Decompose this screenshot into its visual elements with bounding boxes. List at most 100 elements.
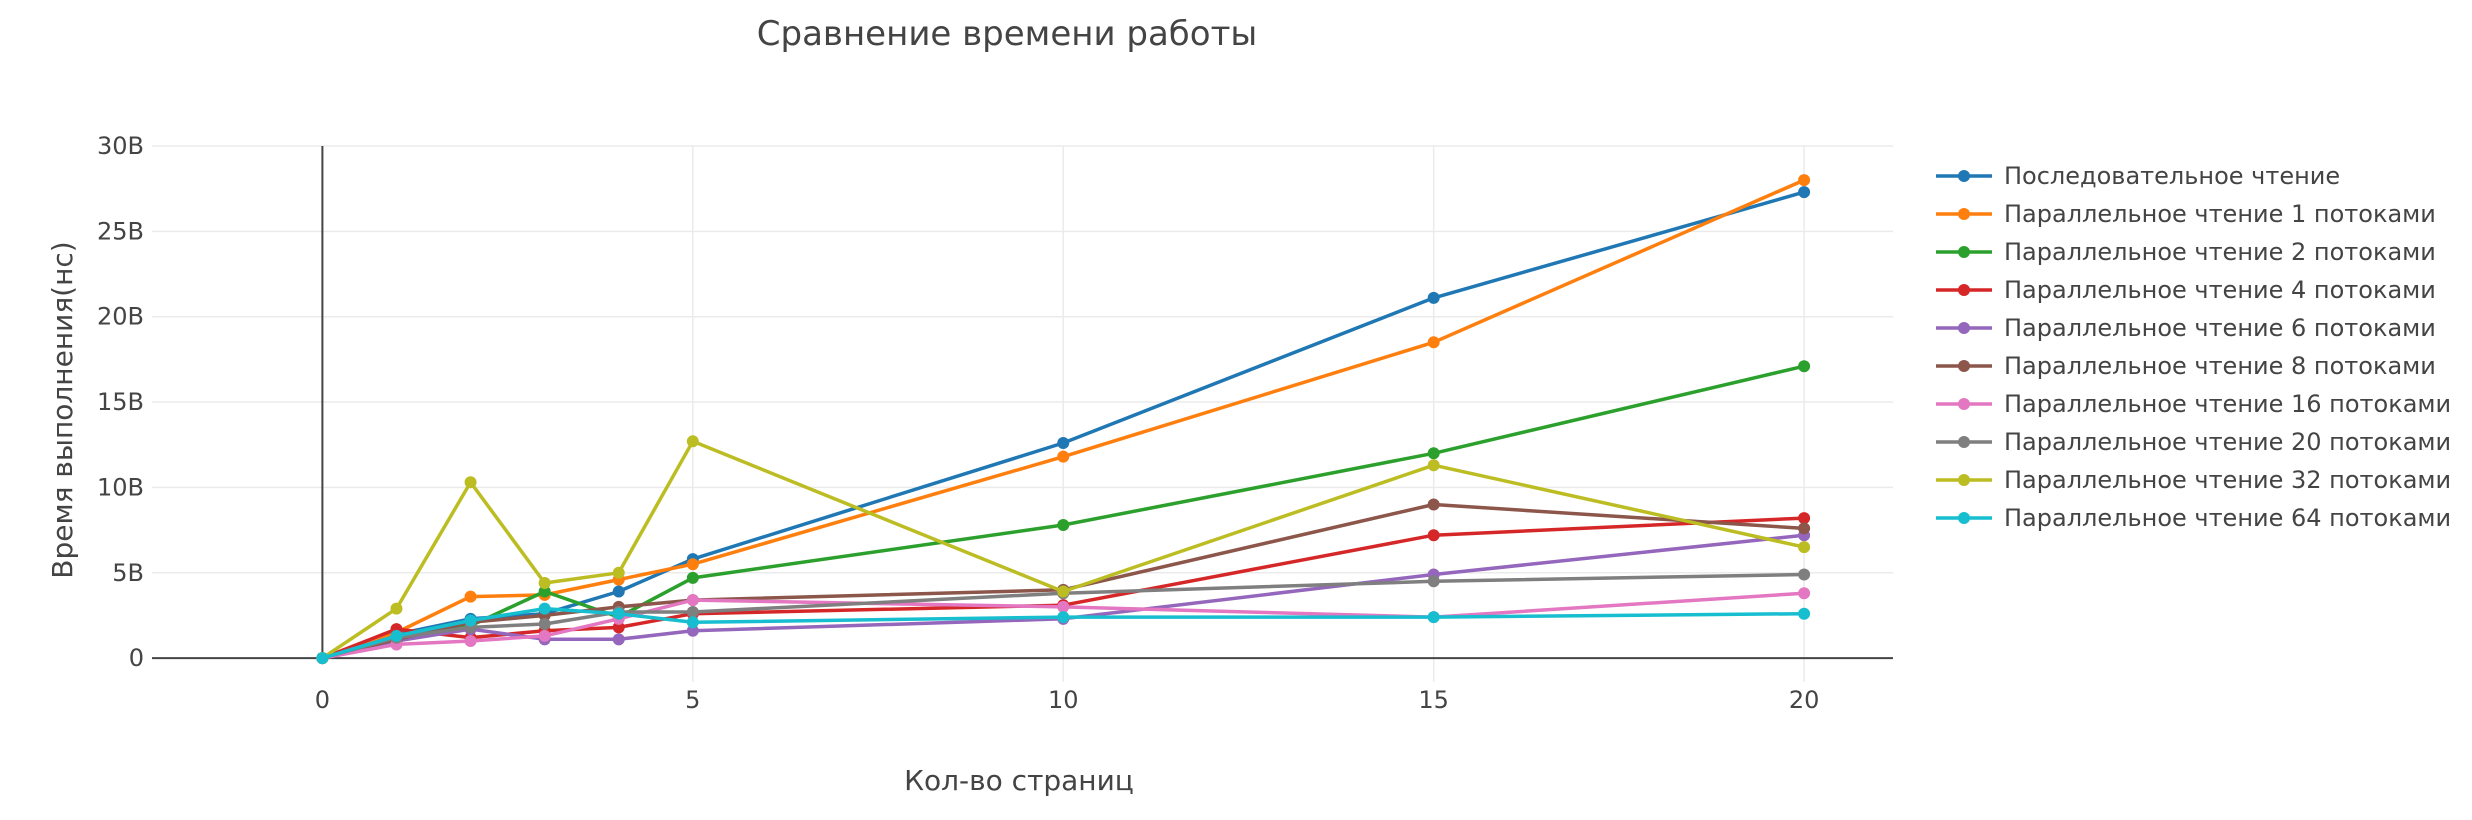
legend-swatch-marker bbox=[1958, 322, 1970, 334]
legend-swatch-marker bbox=[1958, 436, 1970, 448]
data-point[interactable] bbox=[316, 652, 329, 665]
data-point[interactable] bbox=[538, 585, 551, 598]
y-tick-label: 25B bbox=[97, 217, 144, 245]
legend-label: Параллельное чтение 4 потоками bbox=[2004, 276, 2436, 304]
legend-label: Параллельное чтение 1 потоками bbox=[2004, 200, 2436, 228]
data-point[interactable] bbox=[1798, 522, 1811, 535]
x-axis-title: Кол-во страниц bbox=[904, 764, 1134, 797]
legend-swatch-marker bbox=[1958, 398, 1970, 410]
grid bbox=[152, 145, 1893, 682]
data-point[interactable] bbox=[464, 635, 477, 648]
x-tick-label: 15 bbox=[1418, 686, 1449, 714]
y-tick-label: 10B bbox=[97, 473, 144, 501]
legend-label: Параллельное чтение 16 потоками bbox=[2004, 390, 2451, 418]
legend-item[interactable]: Последовательное чтение bbox=[1936, 162, 2340, 190]
series-10[interactable] bbox=[316, 602, 1811, 665]
data-point[interactable] bbox=[686, 606, 699, 619]
legend-item[interactable]: Параллельное чтение 16 потоками bbox=[1936, 390, 2451, 418]
data-point[interactable] bbox=[686, 594, 699, 607]
y-axis-title: Время выполнения(нс) bbox=[46, 241, 79, 578]
x-tick-label: 5 bbox=[685, 686, 700, 714]
data-point[interactable] bbox=[1057, 600, 1070, 613]
legend-swatch-marker bbox=[1958, 512, 1970, 524]
data-point[interactable] bbox=[390, 602, 403, 615]
legend-swatch-marker bbox=[1958, 208, 1970, 220]
data-point[interactable] bbox=[1798, 541, 1811, 554]
data-point[interactable] bbox=[538, 602, 551, 615]
data-point[interactable] bbox=[464, 614, 477, 627]
data-point[interactable] bbox=[1057, 518, 1070, 531]
legend-item[interactable]: Параллельное чтение 64 потоками bbox=[1936, 504, 2451, 532]
legend-label: Параллельное чтение 64 потоками bbox=[2004, 504, 2451, 532]
y-tick-label: 20B bbox=[97, 303, 144, 331]
legend-label: Параллельное чтение 8 потоками bbox=[2004, 352, 2436, 380]
data-point[interactable] bbox=[1427, 291, 1440, 304]
data-point[interactable] bbox=[1798, 360, 1811, 373]
data-point[interactable] bbox=[1427, 447, 1440, 460]
data-point[interactable] bbox=[1427, 498, 1440, 511]
legend-swatch-marker bbox=[1958, 246, 1970, 258]
data-point[interactable] bbox=[686, 435, 699, 448]
x-tick-label: 0 bbox=[315, 686, 330, 714]
data-point[interactable] bbox=[390, 629, 403, 642]
data-point[interactable] bbox=[1427, 459, 1440, 472]
data-point[interactable] bbox=[1427, 336, 1440, 349]
legend-label: Параллельное чтение 6 потоками bbox=[2004, 314, 2436, 342]
series-layer bbox=[316, 174, 1811, 665]
data-point[interactable] bbox=[1057, 585, 1070, 598]
data-point[interactable] bbox=[1057, 437, 1070, 450]
y-tick-label: 30B bbox=[97, 132, 144, 160]
y-tick-label: 5B bbox=[112, 559, 144, 587]
data-point[interactable] bbox=[1427, 575, 1440, 588]
legend-item[interactable]: Параллельное чтение 4 потоками bbox=[1936, 276, 2436, 304]
legend-swatch-marker bbox=[1958, 360, 1970, 372]
data-point[interactable] bbox=[612, 566, 625, 579]
data-point[interactable] bbox=[686, 616, 699, 629]
x-tick-label: 20 bbox=[1789, 686, 1820, 714]
tick-labels: 0 5 10 15 20 0 5B 10B 15B 20B 25B 30B bbox=[97, 132, 1819, 714]
y-tick-label: 15B bbox=[97, 388, 144, 416]
data-point[interactable] bbox=[464, 476, 477, 489]
data-point[interactable] bbox=[686, 558, 699, 571]
legend-item[interactable]: Параллельное чтение 2 потоками bbox=[1936, 238, 2436, 266]
data-point[interactable] bbox=[686, 624, 699, 637]
axes bbox=[152, 146, 1893, 660]
legend-swatch-marker bbox=[1958, 474, 1970, 486]
data-point[interactable] bbox=[1798, 186, 1811, 199]
data-point[interactable] bbox=[1798, 174, 1811, 187]
data-point[interactable] bbox=[612, 633, 625, 646]
legend-item[interactable]: Параллельное чтение 32 потоками bbox=[1936, 466, 2451, 494]
data-point[interactable] bbox=[612, 607, 625, 620]
data-point[interactable] bbox=[612, 621, 625, 634]
legend[interactable]: Последовательное чтение Параллельное чтен… bbox=[1936, 162, 2451, 532]
data-point[interactable] bbox=[686, 571, 699, 584]
legend-item[interactable]: Параллельное чтение 1 потоками bbox=[1936, 200, 2436, 228]
legend-swatch-marker bbox=[1958, 284, 1970, 296]
data-point[interactable] bbox=[1057, 450, 1070, 463]
legend-label: Последовательное чтение bbox=[2004, 162, 2340, 190]
data-point[interactable] bbox=[538, 629, 551, 642]
data-point[interactable] bbox=[1798, 587, 1811, 600]
y-tick-label: 0 bbox=[129, 644, 144, 672]
data-point[interactable] bbox=[538, 576, 551, 589]
legend-label: Параллельное чтение 2 потоками bbox=[2004, 238, 2436, 266]
data-point[interactable] bbox=[464, 590, 477, 603]
legend-label: Параллельное чтение 32 потоками bbox=[2004, 466, 2451, 494]
series-9[interactable] bbox=[316, 435, 1811, 665]
data-point[interactable] bbox=[1427, 611, 1440, 624]
data-point[interactable] bbox=[1057, 611, 1070, 624]
chart-title: Сравнение времени работы bbox=[757, 14, 1257, 54]
legend-item[interactable]: Параллельное чтение 8 потоками bbox=[1936, 352, 2436, 380]
legend-item[interactable]: Параллельное чтение 20 потоками bbox=[1936, 428, 2451, 456]
data-point[interactable] bbox=[1798, 512, 1811, 525]
legend-swatch-marker bbox=[1958, 170, 1970, 182]
legend-label: Параллельное чтение 20 потоками bbox=[2004, 428, 2451, 456]
data-point[interactable] bbox=[538, 617, 551, 630]
data-point[interactable] bbox=[1798, 568, 1811, 581]
data-point[interactable] bbox=[612, 585, 625, 598]
legend-item[interactable]: Параллельное чтение 6 потоками bbox=[1936, 314, 2436, 342]
data-point[interactable] bbox=[1798, 607, 1811, 620]
data-point[interactable] bbox=[1427, 529, 1440, 542]
